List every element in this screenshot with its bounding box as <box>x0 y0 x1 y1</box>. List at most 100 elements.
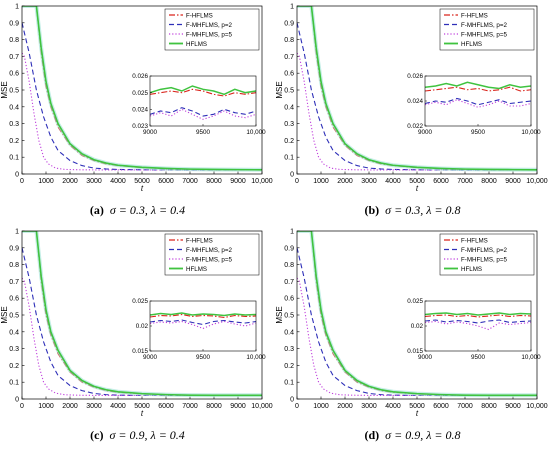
x-tick-label-a-4: 4000 <box>110 178 126 185</box>
inset-y-tick-label-a-2: 0.025 <box>132 90 148 97</box>
y-tick-label-a-5: 0.5 <box>9 88 19 95</box>
caption-a-label: (a) <box>89 203 104 217</box>
inset-x-tick-label-b-1: 9500 <box>471 129 486 136</box>
y-tick-label-c-6: 0.6 <box>9 296 19 303</box>
inset-x-tick-label-c-1: 9500 <box>196 354 211 361</box>
x-tick-label-a-7: 7000 <box>182 178 198 185</box>
inset-x-tick-label-c-2: 10,000 <box>246 354 266 361</box>
x-axis-label-d: t <box>416 409 419 418</box>
legend-label-d-2: F-MHFLMS, p=5 <box>461 256 507 263</box>
legend-label-b-0: F-HFLMS <box>461 12 488 19</box>
y-tick-label-a-2: 0.2 <box>9 138 19 145</box>
y-tick-label-b-1: 0.1 <box>284 155 294 162</box>
y-tick-label-a-1: 0.1 <box>9 155 19 162</box>
y-tick-label-d-9: 0.9 <box>284 245 294 252</box>
y-tick-label-b-4: 0.4 <box>284 104 294 111</box>
inset-series-line-b-3 <box>425 81 531 90</box>
x-tick-label-c-0: 0 <box>20 403 24 410</box>
y-axis-label-c: MSE <box>0 306 9 323</box>
inset-x-tick-label-c-0: 9000 <box>143 354 158 361</box>
y-tick-label-c-7: 0.7 <box>9 279 19 286</box>
x-tick-label-a-9: 9000 <box>230 178 246 185</box>
legend-label-b-3: HFLMS <box>461 41 482 48</box>
inset-x-tick-label-a-2: 10,000 <box>246 129 266 136</box>
x-tick-label-c-2: 2000 <box>62 403 78 410</box>
plot-frame-a <box>21 5 263 175</box>
x-tick-label-a-10: 10,000 <box>251 178 273 185</box>
legend-label-d-0: F-HFLMS <box>461 237 488 244</box>
inset-y-tick-label-b-2: 0.026 <box>407 73 423 80</box>
legend-label-c-1: F-MHFLMS, p=2 <box>186 247 232 254</box>
series-line-d-2 <box>297 277 537 397</box>
legend-label-c-2: F-MHFLMS, p=5 <box>186 256 232 263</box>
y-tick-label-d-0: 0 <box>290 397 294 404</box>
y-tick-label-a-10: 1 <box>15 4 19 11</box>
chart-b-svg: 0 1000 2000 3000 4000 5000 6000 7000 8000 9000 10,… <box>275 4 548 194</box>
inset-series-line-d-0 <box>425 314 531 318</box>
x-tick-label-d-5: 5000 <box>409 403 425 410</box>
inset-x-tick-label-a-1: 9500 <box>196 129 211 136</box>
inset-y-tick-label-d-1: 0.02 <box>411 323 424 330</box>
caption-b-params: σ = 0.3, λ = 0.8 <box>385 203 461 217</box>
inset-series-line-a-2 <box>150 108 256 120</box>
chart-panel-b: 0 1000 2000 3000 4000 5000 6000 7000 8000 9000 10,… <box>275 0 550 224</box>
x-tick-label-d-10: 10,000 <box>526 403 548 410</box>
legend-label-d-1: F-MHFLMS, p=2 <box>461 247 507 254</box>
inset-y-tick-label-b-1: 0.024 <box>407 98 423 105</box>
inset-series-group-c <box>150 312 256 330</box>
x-tick-label-a-3: 3000 <box>86 178 102 185</box>
chart-d-svg: 0 1000 2000 3000 4000 5000 6000 7000 8000 9000 10,… <box>275 229 548 419</box>
x-tick-label-d-4: 4000 <box>385 403 401 410</box>
y-axis-label-a: MSE <box>0 81 9 98</box>
x-tick-label-d-9: 9000 <box>505 403 521 410</box>
y-tick-label-b-10: 1 <box>290 4 294 11</box>
y-tick-label-d-6: 0.6 <box>284 296 294 303</box>
x-tick-label-b-5: 5000 <box>409 178 425 185</box>
legend-a: F-HFLMS F-MHFLMS, p=2 F-MHFLMS, p=5 HFLMS <box>164 8 260 51</box>
x-tick-label-d-3: 3000 <box>361 403 377 410</box>
inset-series-line-a-3 <box>150 85 256 96</box>
inset-x-tick-label-a-0: 9000 <box>143 129 158 136</box>
x-tick-label-c-10: 10,000 <box>251 403 273 410</box>
x-tick-label-c-9: 9000 <box>230 403 246 410</box>
inset-series-line-a-0 <box>150 88 256 97</box>
inset-bg-c <box>150 301 256 351</box>
inset-y-tick-label-a-1: 0.024 <box>132 107 148 114</box>
inset-y-tick-label-d-2: 0.025 <box>407 298 423 305</box>
x-axis-label-c: t <box>141 409 144 418</box>
inset-series-group-d <box>425 312 531 331</box>
y-tick-label-a-4: 0.4 <box>9 104 19 111</box>
series-group-a <box>22 6 262 172</box>
x-tick-label-a-5: 5000 <box>134 178 150 185</box>
chart-panel-c: 0 1000 2000 3000 4000 5000 6000 7000 8000 9000 10,… <box>0 225 275 449</box>
x-tick-label-b-6: 6000 <box>433 178 449 185</box>
series-group-c <box>22 231 262 398</box>
inset-y-tick-label-c-2: 0.025 <box>132 298 148 305</box>
x-tick-label-b-0: 0 <box>295 178 299 185</box>
legend-label-a-2: F-MHFLMS, p=5 <box>186 31 232 38</box>
series-line-c-2 <box>22 277 262 397</box>
x-tick-label-d-8: 8000 <box>481 403 497 410</box>
caption-b: (b) σ = 0.3, λ = 0.8 <box>275 203 550 218</box>
inset-series-line-c-2 <box>150 320 256 330</box>
y-axis-label-b: MSE <box>275 81 284 98</box>
plot-frame-d <box>296 230 538 400</box>
inset-y-tick-label-b-0: 0.022 <box>407 123 423 130</box>
caption-a: (a) σ = 0.3, λ = 0.4 <box>0 203 275 218</box>
x-tick-label-c-4: 4000 <box>110 403 126 410</box>
legend-label-a-1: F-MHFLMS, p=2 <box>186 22 232 29</box>
inset-series-line-c-3 <box>150 312 256 317</box>
y-tick-label-a-7: 0.7 <box>9 54 19 61</box>
y-tick-label-a-3: 0.3 <box>9 121 19 128</box>
y-tick-label-d-2: 0.2 <box>284 363 294 370</box>
y-tick-label-b-0: 0 <box>290 172 294 179</box>
y-tick-label-d-7: 0.7 <box>284 279 294 286</box>
y-tick-label-c-9: 0.9 <box>9 245 19 252</box>
x-tick-label-b-1: 1000 <box>313 178 329 185</box>
inset-x-tick-label-d-1: 9500 <box>471 354 486 361</box>
inset-b: 9000 9500 10,000 0.022 0.024 0.026 <box>407 73 541 136</box>
y-tick-label-c-10: 1 <box>15 229 19 236</box>
y-tick-label-a-6: 0.6 <box>9 71 19 78</box>
legend-label-b-1: F-MHFLMS, p=2 <box>461 22 507 29</box>
inset-x-tick-label-b-2: 10,000 <box>521 129 541 136</box>
